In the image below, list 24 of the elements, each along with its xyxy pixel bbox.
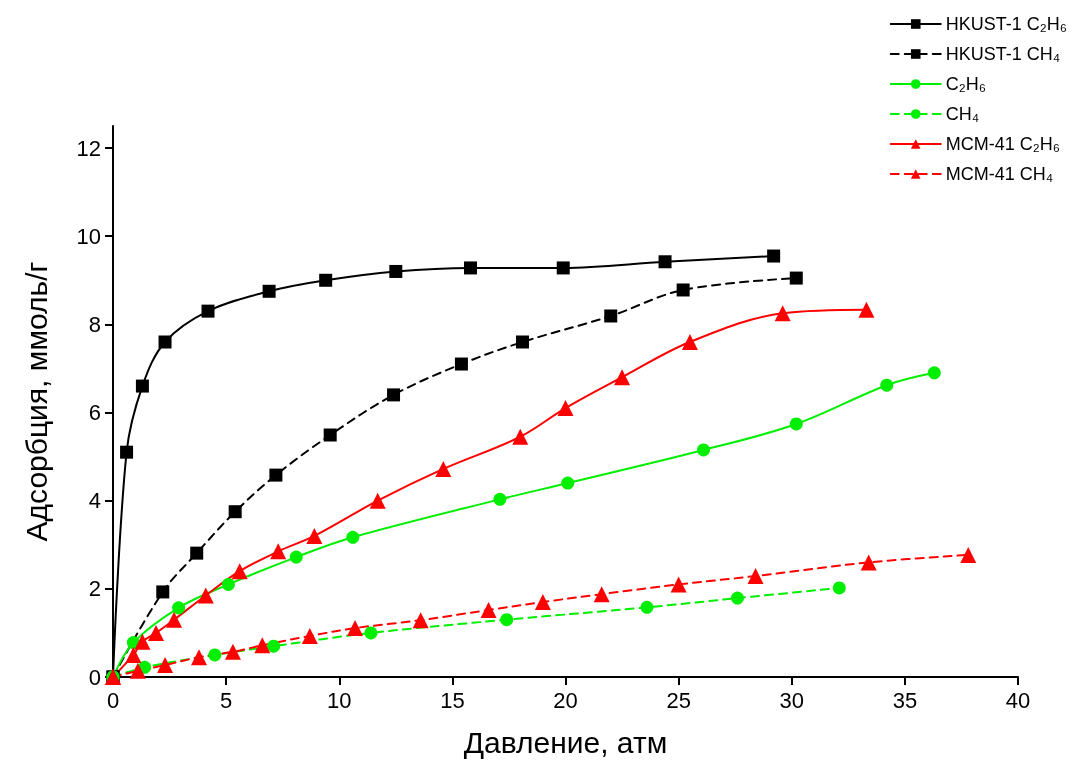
- x-tick-label: 10: [327, 687, 352, 713]
- x-tick-label: 15: [440, 687, 465, 713]
- legend-label: CH₄: [945, 104, 980, 124]
- x-tick-label: 25: [666, 687, 691, 713]
- y-tick-label: 8: [88, 311, 101, 337]
- x-axis-title: Давление, атм: [463, 725, 668, 759]
- y-axis-title: Адсорбция, ммоль/г: [19, 261, 53, 542]
- x-tick-label: 40: [1005, 687, 1031, 713]
- y-tick-label: 2: [88, 576, 101, 602]
- x-tick-label: 20: [553, 687, 578, 713]
- x-tick-label: 30: [779, 687, 804, 713]
- y-tick-label: 12: [76, 135, 101, 161]
- x-tick-label: 5: [220, 687, 233, 713]
- legend-label: C₂H₆: [945, 74, 986, 94]
- legend-label: HKUST-1 CH₄: [945, 44, 1061, 64]
- legend-label: MCM-41 CH₄: [945, 164, 1054, 184]
- y-tick-label: 6: [88, 400, 101, 426]
- x-tick-label: 35: [892, 687, 918, 713]
- y-tick-label: 4: [88, 488, 101, 514]
- y-tick-label: 10: [76, 223, 101, 249]
- legend-label: MCM-41 C₂H₆: [945, 134, 1060, 154]
- y-tick-label: 0: [88, 664, 101, 690]
- x-tick-label: 0: [106, 687, 120, 713]
- legend-label: HKUST-1 C₂H₆: [945, 14, 1067, 34]
